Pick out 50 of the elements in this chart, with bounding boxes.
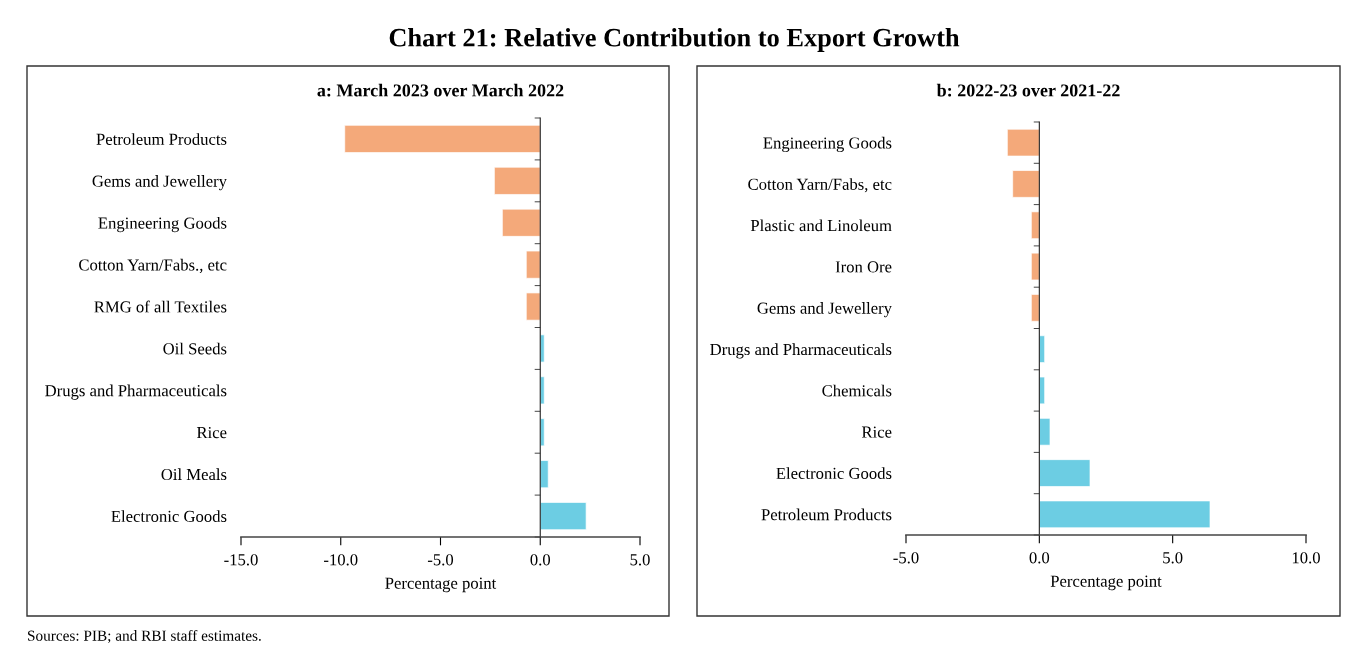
y-tick-label: RMG of all Textiles [94, 300, 227, 313]
y-tick-label: Chemicals [822, 384, 892, 397]
x-tick-label: 5.0 [630, 554, 650, 566]
y-tick-label: Engineering Goods [98, 216, 227, 233]
bar [525, 292, 541, 321]
bar [1030, 211, 1040, 240]
x-axis-title: Percentage point [385, 577, 497, 593]
y-tick-label: Oil Meals [161, 468, 227, 481]
y-tick-label: Cotton Yarn/Fabs., etc [79, 258, 227, 273]
y-tick-label: Drugs and Pharmaceuticals [45, 384, 227, 400]
x-tick-label: 5.0 [1163, 552, 1183, 564]
bar [1012, 170, 1040, 198]
y-tick-label: Electronic Goods [111, 510, 227, 522]
y-tick-label: Oil Seeds [163, 342, 227, 355]
bar [1030, 294, 1040, 322]
caption: Chart 21: Relative Contribution to Export Growth [389, 28, 960, 52]
y-tick-label: Petroleum Products [761, 508, 892, 521]
y-tick-label: Rice [861, 426, 892, 438]
x-tick-label: 0.0 [1029, 552, 1050, 564]
y-tick-label: Rice [196, 427, 227, 439]
bar [502, 208, 541, 237]
x-tick-label: -15.0 [224, 554, 258, 566]
y-tick-label: Petroleum Products [96, 133, 227, 145]
source-note: Sources: PIB; and RBI staff estimates. [28, 629, 261, 644]
bar [539, 502, 587, 531]
x-tick-label: -10.0 [324, 554, 358, 566]
bar [1030, 252, 1040, 281]
y-tick-label: Drugs and Pharmaceuticals [710, 343, 892, 359]
y-tick-label: Plastic and Linoleum [750, 219, 892, 232]
x-tick-label: 10.0 [1292, 552, 1320, 564]
bar [1006, 128, 1040, 157]
bar [1038, 417, 1051, 446]
x-tick-label: -5.0 [427, 554, 454, 566]
y-tick-label: Gems and Jewellery [757, 302, 892, 318]
y-tick-label: Electronic Goods [776, 467, 892, 479]
y-tick-label: Gems and Jewellery [92, 175, 227, 191]
x-axis-title: Percentage point [1050, 575, 1162, 591]
chart-title: a: March 2023 over March 2022 [317, 83, 564, 97]
y-tick-label: Cotton Yarn/Fabs, etc [748, 178, 892, 193]
bar [539, 460, 549, 489]
bar [1038, 500, 1211, 529]
y-tick-label: Iron Ore [835, 261, 892, 273]
y-tick-label: Engineering Goods [763, 136, 892, 153]
chart-title: b: 2022-23 over 2021-22 [936, 83, 1120, 97]
x-tick-label: 0.0 [530, 554, 551, 566]
x-tick-label: -5.0 [893, 552, 919, 564]
bar [525, 250, 541, 279]
bar [344, 124, 541, 153]
bar [494, 166, 541, 195]
bar [1038, 459, 1091, 487]
